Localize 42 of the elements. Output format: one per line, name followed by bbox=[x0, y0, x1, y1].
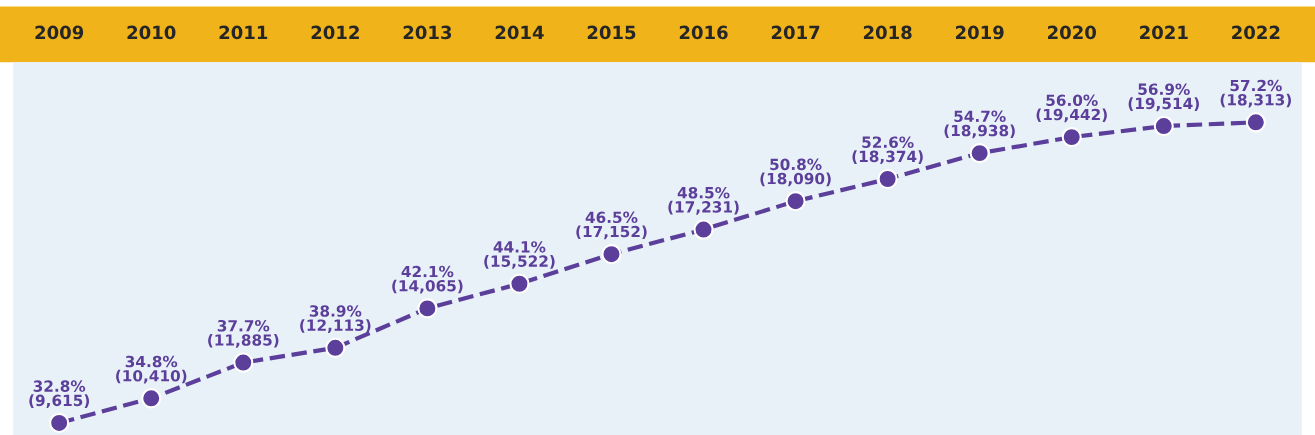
data-label: 42.1% (14,065) bbox=[392, 265, 463, 294]
point bbox=[325, 337, 346, 358]
data-label: 56.0% (19,442) bbox=[1036, 94, 1107, 123]
x-tick-label: 2017 bbox=[771, 25, 820, 40]
x-tick-label: 2013 bbox=[403, 25, 452, 40]
data-label: 37.7% (11,885) bbox=[208, 319, 279, 348]
x-tick-label: 2010 bbox=[127, 25, 176, 40]
x-tick-label: 2011 bbox=[219, 25, 268, 40]
x-tick-label: 2014 bbox=[495, 25, 544, 40]
x-tick-label: 2021 bbox=[1140, 25, 1188, 40]
point bbox=[49, 412, 70, 434]
point bbox=[233, 352, 254, 373]
data-label: 32.8% (9,615) bbox=[29, 380, 90, 409]
point bbox=[417, 298, 438, 319]
data-label: 44.1% (15,522) bbox=[484, 241, 555, 269]
x-tick-label: 2018 bbox=[863, 25, 912, 40]
x-tick-label: 2020 bbox=[1048, 25, 1096, 40]
x-tick-label: 2016 bbox=[679, 25, 728, 40]
point bbox=[601, 244, 622, 265]
point bbox=[1061, 127, 1082, 148]
x-tick-label: 2009 bbox=[35, 25, 84, 40]
x-tick-label: 2019 bbox=[955, 25, 1004, 40]
x-tick-label: 2022 bbox=[1232, 25, 1280, 40]
data-label: 52.6% (18,374) bbox=[852, 136, 923, 165]
point bbox=[877, 168, 898, 190]
point bbox=[1245, 112, 1266, 133]
x-tick-label: 2015 bbox=[587, 25, 636, 40]
point bbox=[1153, 115, 1174, 137]
point bbox=[785, 191, 806, 212]
data-label: 38.9% (12,113) bbox=[300, 305, 371, 333]
data-label: 34.8% (10,410) bbox=[116, 355, 187, 384]
data-label: 57.2% (18,313) bbox=[1220, 79, 1291, 108]
data-label: 54.7% (18,938) bbox=[944, 110, 1015, 139]
data-label: 50.8% (18,090) bbox=[760, 158, 831, 187]
point bbox=[509, 273, 530, 294]
point bbox=[969, 143, 990, 164]
point bbox=[693, 219, 714, 240]
x-tick-label: 2012 bbox=[311, 25, 359, 40]
data-label: 56.9% (19,514) bbox=[1128, 83, 1199, 112]
data-label: 48.5% (17,231) bbox=[668, 186, 739, 215]
data-label: 46.5% (17,152) bbox=[576, 211, 647, 240]
point bbox=[141, 388, 162, 409]
